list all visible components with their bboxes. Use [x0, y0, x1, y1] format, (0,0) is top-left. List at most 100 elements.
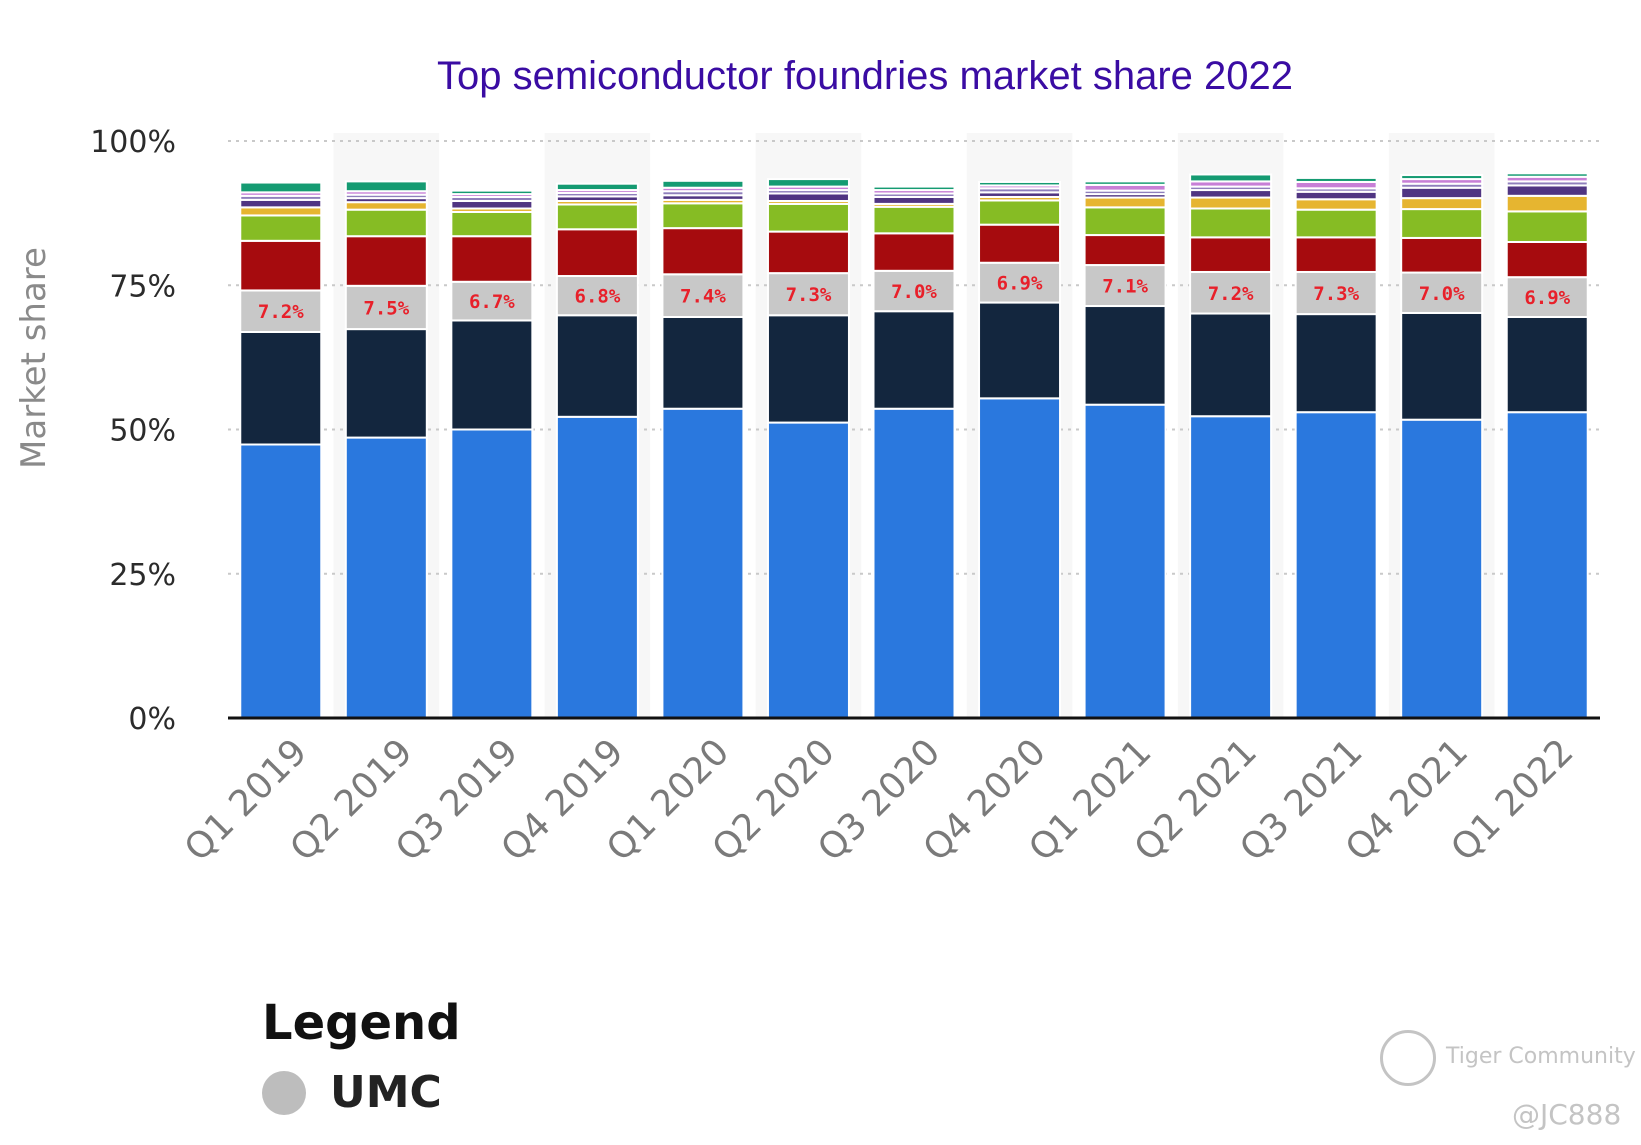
bar-segment: [450, 235, 534, 283]
y-tick-label: 0%: [128, 702, 176, 737]
bar-segment: [1505, 172, 1589, 178]
bar-segment: [1400, 271, 1484, 314]
bar-segment: [239, 206, 323, 217]
bar-segment: [872, 185, 956, 192]
y-tick-label: 75%: [109, 269, 176, 304]
bar-segment: [766, 272, 850, 317]
data-label: 6.9%: [997, 273, 1043, 295]
bar-segment: [872, 232, 956, 272]
data-label: 7.0%: [1419, 283, 1465, 305]
bar-segment: [1189, 236, 1273, 273]
data-label: 7.1%: [1102, 276, 1148, 298]
bar-segment: [1189, 207, 1273, 239]
y-tick-label: 25%: [109, 558, 176, 593]
bar-segment: [1505, 276, 1589, 318]
bar-segment: [1400, 208, 1484, 239]
data-label: 7.5%: [363, 297, 409, 319]
bar-segment: [1294, 176, 1378, 183]
bar-segment: [1083, 196, 1167, 209]
bar-segment: [450, 189, 534, 196]
bar-segment: [661, 407, 745, 719]
bar-segment: [1083, 180, 1167, 186]
bar-segment: [1505, 184, 1589, 197]
bar-segment: [661, 179, 745, 189]
bar-segment: [1294, 190, 1378, 201]
bar-segment: [1400, 311, 1484, 421]
data-label: 7.3%: [1313, 283, 1359, 305]
bar-segment: [555, 228, 639, 278]
bar-segment: [766, 421, 850, 719]
bar-segment: [1294, 313, 1378, 414]
bar-segment: [661, 227, 745, 276]
bar-segment: [239, 330, 323, 446]
bar-segment: [978, 397, 1062, 719]
bar-segment: [1400, 197, 1484, 211]
bar-segment: [344, 201, 428, 211]
bar-segment: [239, 443, 323, 719]
y-axis: 0% 25% 50% 75% 100%: [90, 125, 176, 737]
data-label: 7.0%: [891, 281, 937, 303]
data-label: 7.2%: [1208, 283, 1254, 305]
bar-segment: [239, 181, 323, 194]
bar-segment: [555, 314, 639, 418]
bar-segment: [450, 210, 534, 238]
bar-segment: [1400, 186, 1484, 200]
bar-segment: [766, 314, 850, 424]
legend-swatch: [262, 1070, 306, 1115]
watermark-brand: Tiger Community: [1446, 1044, 1636, 1069]
bar-segment: [872, 310, 956, 410]
bar-segment: [450, 428, 534, 719]
bar-segment: [1505, 210, 1589, 243]
bar-segment: [978, 180, 1062, 187]
bar-segment: [661, 315, 745, 410]
data-label: 7.4%: [680, 286, 726, 308]
bar-segment: [978, 199, 1062, 226]
bar-segment: [1294, 236, 1378, 273]
bar-segment: [1400, 174, 1484, 181]
data-labels: 7.2% 7.5% 6.7% 6.8% 7.4% 7.3% 7.0% 6.9% 7.1% 7.2%…: [258, 273, 1571, 324]
bar-segment: [239, 214, 323, 242]
bar-segment: [1505, 411, 1589, 719]
bar-segment: [978, 301, 1062, 400]
bar-segment: [344, 436, 428, 719]
tiger-logo-icon: [1380, 1030, 1436, 1086]
bar-segment: [766, 178, 850, 188]
legend-item-umc: UMC: [262, 1067, 442, 1118]
bar-segment: [555, 203, 639, 231]
bar-segment: [766, 230, 850, 275]
data-label: 6.9%: [1524, 287, 1570, 309]
bar-segment: [239, 198, 323, 209]
y-tick-label: 100%: [90, 125, 176, 160]
bar-segment: [1189, 196, 1273, 210]
bar-segment: [1294, 208, 1378, 239]
data-label: 6.7%: [469, 291, 515, 313]
bar-segment: [450, 200, 534, 210]
legend-title: Legend: [262, 995, 461, 1051]
bar-series: [239, 172, 1589, 719]
bar-segment: [661, 273, 745, 318]
bar-segment: [872, 205, 956, 235]
bar-segment: [450, 319, 534, 431]
chart-title: Top semiconductor foundries market share…: [437, 54, 1293, 98]
bar-segment: [872, 195, 956, 205]
bar-segment: [1189, 173, 1273, 183]
bar-segment: [1083, 234, 1167, 267]
bar-segment: [555, 415, 639, 719]
bar-segment: [1400, 418, 1484, 719]
legend-label: UMC: [330, 1067, 442, 1118]
bar-segment: [344, 284, 428, 331]
bar-segment: [872, 407, 956, 719]
bar-segment: [1400, 236, 1484, 274]
bar-segment: [1189, 189, 1273, 199]
bar-segment: [344, 208, 428, 238]
bar-segment: [239, 239, 323, 292]
bar-segment: [1505, 194, 1589, 213]
y-axis-label: Market share: [14, 247, 54, 469]
bar-segment: [661, 202, 745, 230]
bar-segment: [344, 328, 428, 439]
data-label: 6.8%: [575, 286, 621, 308]
bar-segment: [1294, 198, 1378, 211]
bar-segment: [1083, 305, 1167, 406]
bar-segment: [1294, 411, 1378, 719]
